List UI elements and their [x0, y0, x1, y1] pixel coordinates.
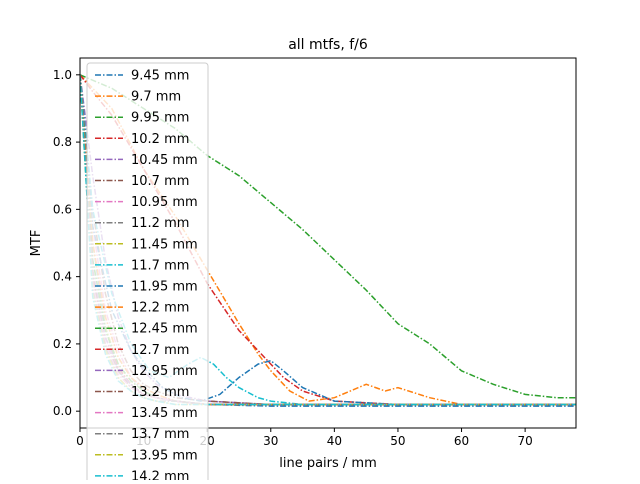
series-line-1: [80, 74, 576, 407]
y-axis-label: MTF: [29, 230, 44, 257]
chart-title: all mtfs, f/6: [288, 37, 368, 53]
legend-entry: 13.45 mm: [131, 406, 198, 421]
y-tick-label: 0.0: [53, 404, 72, 418]
legend-entry: 13.95 mm: [131, 448, 198, 463]
y-tick-label: 1.0: [53, 68, 72, 82]
legend-entry: 13.7 mm: [131, 427, 189, 442]
x-tick-label: 0: [76, 434, 84, 448]
x-axis-label: line pairs / mm: [279, 456, 377, 471]
legend-entry: 11.45 mm: [131, 237, 198, 252]
y-axis: 0.0 0.2 0.4 0.6 0.8 1.0: [53, 68, 80, 418]
x-tick-label: 50: [390, 434, 405, 448]
legend-entry: 10.45 mm: [131, 153, 198, 168]
x-tick-label: 40: [327, 434, 342, 448]
legend-entry: 10.7 mm: [131, 174, 189, 189]
legend-entry: 9.45 mm: [131, 69, 189, 84]
legend-entry: 11.7 mm: [131, 258, 189, 273]
legend-entry: 12.7 mm: [131, 343, 189, 358]
y-tick-label: 0.8: [53, 135, 72, 149]
legend-entry: 9.7 mm: [131, 90, 181, 105]
legend: 9.45 mm 9.7 mm 9.95 mm 10.2 mm 10.45 mm 10.7 …: [86, 62, 209, 484]
legend-entry: 11.2 mm: [131, 216, 189, 231]
x-tick-label: 60: [454, 434, 469, 448]
x-tick-label: 70: [517, 434, 532, 448]
legend-entry: 12.2 mm: [131, 301, 189, 316]
legend-entry: 12.45 mm: [131, 322, 198, 337]
legend-entry: 12.95 mm: [131, 364, 198, 379]
y-tick-label: 0.6: [53, 202, 72, 216]
plot-frame: [79, 57, 577, 429]
legend-entry: 13.2 mm: [131, 385, 189, 400]
x-tick-label: 30: [263, 434, 278, 448]
y-tick-label: 0.4: [53, 270, 72, 284]
legend-entry: 10.95 mm: [131, 195, 198, 210]
legend-box: [86, 62, 209, 484]
legend-entry: 9.95 mm: [131, 111, 189, 126]
y-tick-label: 0.2: [53, 337, 72, 351]
legend-entry: 14.2 mm: [131, 469, 189, 480]
legend-entry: 10.2 mm: [131, 132, 189, 147]
legend-entry: 11.95 mm: [131, 280, 198, 295]
